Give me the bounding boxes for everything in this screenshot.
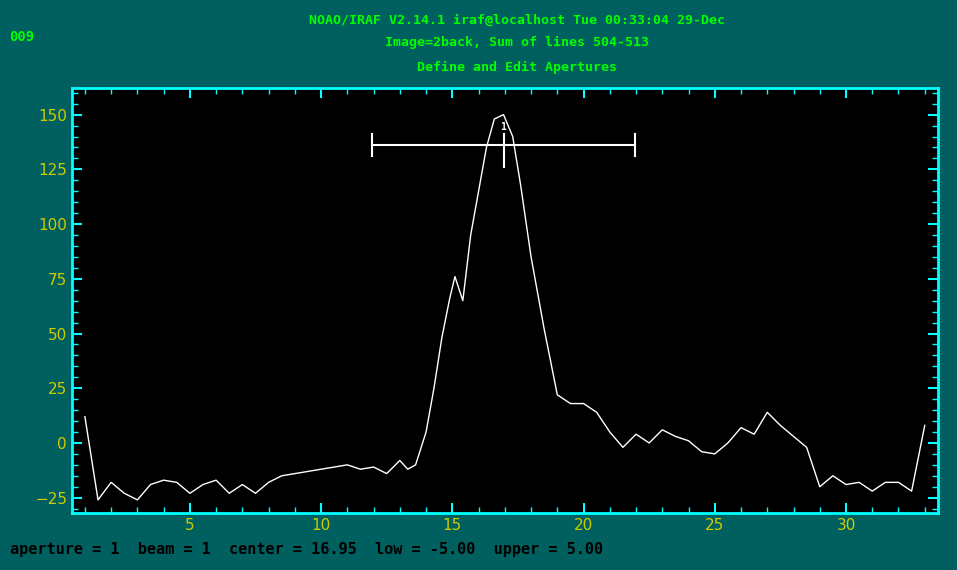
- Text: NOAO/IRAF V2.14.1 iraf@localhost Tue 00:33:04 29-Dec: NOAO/IRAF V2.14.1 iraf@localhost Tue 00:…: [309, 14, 724, 26]
- Text: 009: 009: [10, 30, 34, 44]
- Text: 1: 1: [501, 122, 506, 132]
- Text: Image=2back, Sum of lines 504-513: Image=2back, Sum of lines 504-513: [385, 36, 649, 49]
- Text: aperture = 1  beam = 1  center = 16.95  low = -5.00  upper = 5.00: aperture = 1 beam = 1 center = 16.95 low…: [10, 542, 603, 557]
- Text: Define and Edit Apertures: Define and Edit Apertures: [417, 61, 616, 74]
